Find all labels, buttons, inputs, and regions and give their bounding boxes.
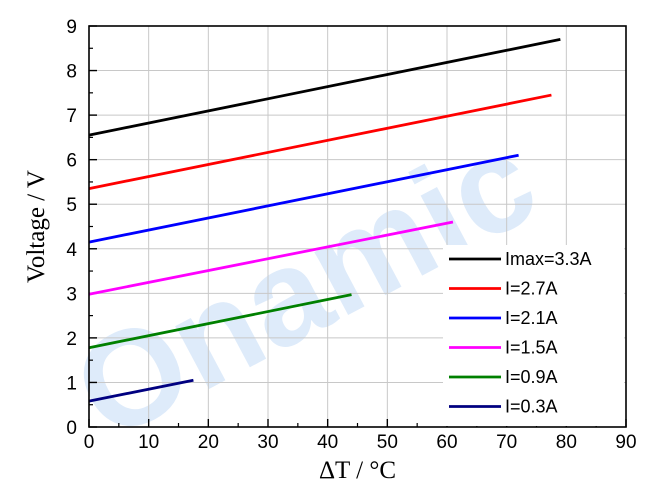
- y-tick-label: 9: [66, 17, 77, 38]
- x-tick-label: 50: [377, 432, 398, 453]
- x-tick-label: 60: [436, 432, 457, 453]
- x-tick-label: 90: [615, 432, 636, 453]
- x-tick-label: 0: [84, 432, 95, 453]
- x-axis-label: ΔT / °C: [319, 457, 396, 484]
- series-lines: [88, 37, 561, 403]
- x-tick-label: 80: [556, 432, 577, 453]
- series-line: [88, 153, 519, 244]
- series-line: [88, 378, 194, 403]
- legend-label: I=0.3A: [505, 397, 558, 417]
- x-tick-label: 70: [496, 432, 517, 453]
- x-tick-label: 40: [317, 432, 338, 453]
- y-tick-label: 7: [66, 106, 77, 127]
- legend-label: I=0.9A: [505, 367, 558, 387]
- x-tick-labels: 0 10 20 30 40 50 60 70 80 90: [84, 432, 637, 453]
- legend-label: Imax=3.3A: [505, 249, 592, 269]
- series-line: [88, 93, 552, 190]
- y-tick-label: 5: [66, 195, 77, 216]
- legend-background: [443, 245, 624, 426]
- legend: Imax=3.3A I=2.7A I=2.1A I=1.5A I=0.9A I=0.3A: [443, 245, 624, 426]
- y-tick-label: 6: [66, 151, 77, 172]
- series-line: [88, 293, 352, 350]
- x-tick-label: 30: [257, 432, 278, 453]
- y-tick-label: 8: [66, 62, 77, 83]
- legend-label: I=2.1A: [505, 308, 558, 328]
- y-tick-label: 4: [66, 240, 77, 261]
- y-tick-label: 1: [66, 373, 77, 394]
- plot-frame: [88, 25, 627, 428]
- y-tick-label: 3: [66, 284, 77, 305]
- y-tick-labels: 0 1 2 3 4 5 6 7 8 9: [66, 17, 77, 439]
- y-axis-label: Voltage / V: [23, 170, 50, 283]
- series-line: [88, 220, 454, 296]
- legend-label: I=1.5A: [505, 338, 558, 358]
- y-tick-label: 0: [66, 418, 77, 439]
- y-tick-label: 2: [66, 329, 77, 350]
- series-line: [88, 37, 561, 137]
- x-tick-label: 20: [198, 432, 219, 453]
- legend-label: I=2.7A: [505, 279, 558, 299]
- x-tick-label: 10: [138, 432, 159, 453]
